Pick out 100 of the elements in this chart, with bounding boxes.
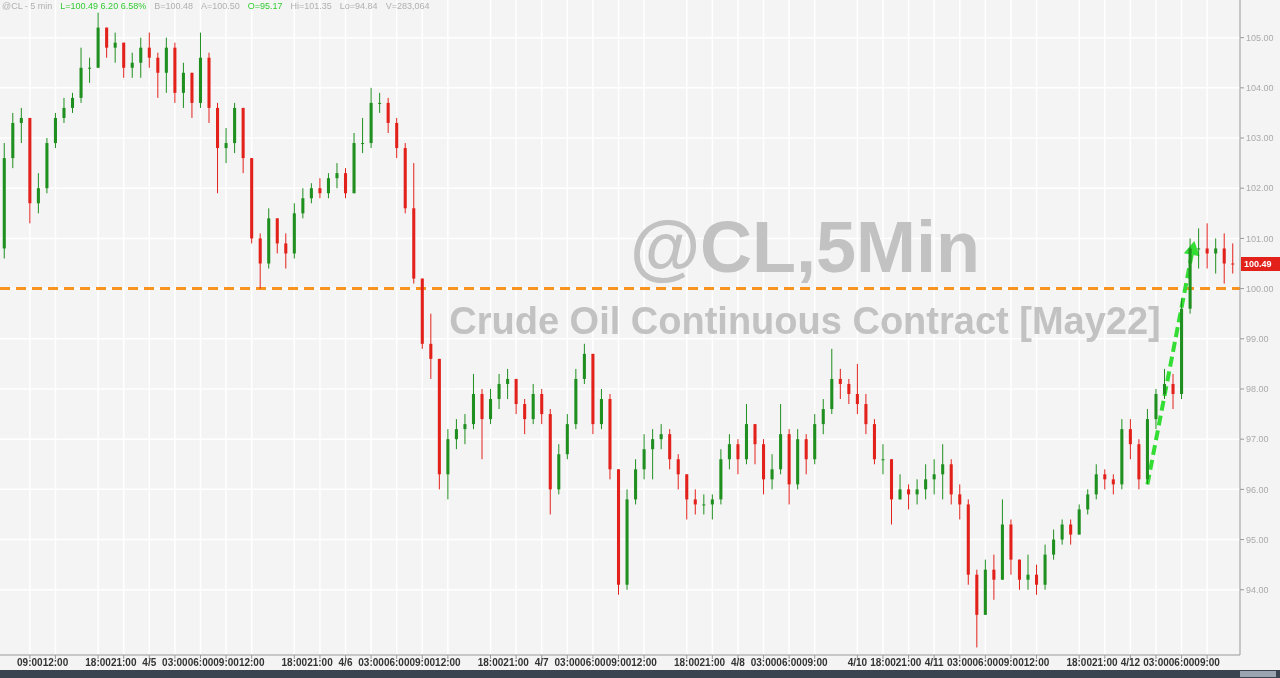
candlestick [1103,468,1107,490]
text: Crude Oil Continuous Contract [May22] [449,300,1161,342]
candlestick [932,458,936,495]
text: 100.49 [1244,259,1272,270]
candlestick [318,177,322,199]
candlestick [847,378,851,405]
x-tick-label: 06:00 [776,657,803,668]
y-tick-label: 94.00 [1246,584,1269,595]
y-tick-label: 101.00 [1246,233,1274,244]
candlestick [898,473,902,500]
x-tick-label: 12:00 [435,657,462,668]
candlestick [915,478,919,505]
x-tick-label: 21:00 [110,657,137,668]
candlestick [105,27,109,59]
x-tick-label: 03:00 [1143,657,1170,668]
candlestick [710,493,714,520]
x-tick-label: 03:00 [946,657,973,668]
y-tick-label: 95.00 [1246,534,1269,545]
candlestick [1017,559,1021,591]
x-tick-label: 12:00 [631,657,658,668]
candlestick [642,433,646,480]
candlestick [1035,564,1039,596]
candlestick [736,438,740,475]
x-tick-label: 06:00 [383,657,410,668]
candlestick [36,172,40,214]
candlestick [1026,554,1030,591]
annotation: L=100.49 6.20 6.58% [60,1,147,11]
candlestick [70,92,75,114]
y-tick-label: 99.00 [1246,333,1269,344]
candlestick [1052,529,1056,561]
candlestick [1128,418,1132,460]
candlestick [343,167,348,199]
candlestick [821,398,825,435]
candlestick [1111,473,1115,495]
x-tick-label: 21:00 [1091,657,1119,668]
candlestick [992,554,996,601]
x-tick-label: 21:00 [307,657,334,668]
x-tick-label: 18:00 [85,657,112,668]
candlestick [693,488,697,515]
candlestick [463,413,467,445]
candlestick [1086,488,1090,515]
candlestick [540,388,544,425]
annotation: B=100.48 [154,1,193,11]
x-tick-label: 09:00 [998,657,1025,668]
candlestick [181,62,185,109]
x-tick-label: 4/6 [338,657,353,668]
candlestick [506,368,510,400]
x-tick-label: 12:00 [238,657,265,668]
candlestick [523,398,527,435]
candlestick [855,363,859,415]
candlestick [864,393,868,435]
x-tick-label: 18:00 [477,657,504,668]
candlestick [429,313,433,380]
x-tick-label: 4/5 [142,657,157,668]
candlestick [1060,518,1064,546]
candlestick [924,463,928,500]
candlestick [804,433,808,475]
x-tick-label: 09:00 [801,657,828,668]
candlestick [1171,373,1175,410]
candlestick [838,368,842,400]
candlestick [676,453,680,490]
x-tick-label: 4/8 [730,657,746,668]
candlestick [497,373,501,410]
candlestick [88,57,92,84]
x-tick-label: 06:00 [972,657,999,668]
x-tick-label: 03:00 [750,657,777,668]
candlestick [309,182,313,204]
candlestick [1205,222,1209,270]
candlestick [62,97,66,124]
candlestick [1222,232,1226,285]
candlestick [941,443,945,500]
x-tick-label: 18:00 [673,657,700,668]
x-tick-label: 06:00 [187,657,214,668]
y-tick-label: 104.00 [1246,82,1274,93]
x-tick-label: 21:00 [895,657,922,668]
x-tick-label: 06:00 [1168,657,1195,668]
candlestick [335,162,339,189]
candlestick [753,423,757,465]
candlestick [1069,518,1073,546]
x-tick-label: 18:00 [870,657,897,668]
text: @CL,5Min [629,207,981,287]
candlestick [361,117,365,154]
x-tick-label: 12:00 [42,657,69,668]
y-tick-label: 102.00 [1246,183,1274,194]
candlestick [659,423,663,450]
candlestick [147,32,151,69]
candlestick [454,418,458,450]
x-tick-label: 4/12 [1120,657,1141,668]
x-tick-label: 4/11 [924,657,945,668]
x-tick-label: 09:00 [605,657,632,668]
candlestick [1214,237,1218,275]
y-tick-label: 105.00 [1246,32,1274,43]
annotation: @CL - 5 min [2,1,53,11]
x-tick-label: 4/7 [534,657,550,668]
x-tick-label: 03:00 [554,657,581,668]
candlestick [386,97,390,134]
y-tick-label: 97.00 [1246,434,1269,445]
annotation: Hi=101.35 [290,1,332,11]
x-tick-label: 4/10 [847,657,868,668]
x-tick-label: 09:00 [17,657,44,668]
